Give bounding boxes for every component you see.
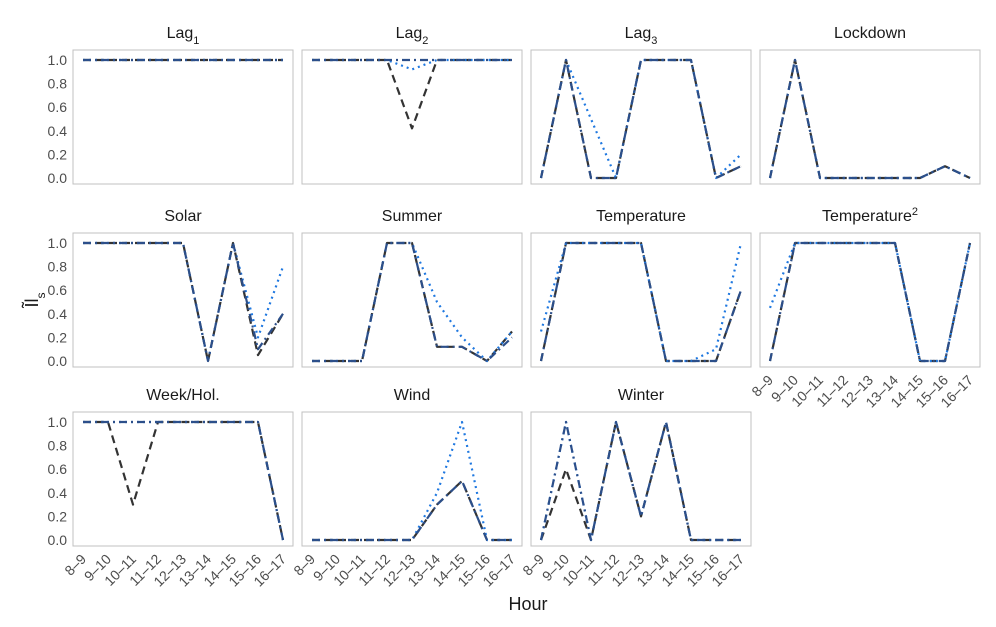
y-tick-label: 0.8 [48, 259, 68, 275]
panel-title: Lag2 [396, 25, 429, 47]
series-line [768, 241, 972, 363]
series-line [312, 241, 513, 363]
y-tick-label: 0.2 [48, 508, 68, 524]
y-tick-label: 1.0 [48, 235, 68, 251]
panel-title: Lockdown [834, 25, 906, 42]
panel-frame [530, 232, 752, 368]
series-line [768, 58, 971, 180]
series-line [539, 58, 742, 180]
y-tick-label: 0.0 [48, 170, 68, 186]
series-line [312, 479, 512, 542]
y-tick-label: 0.0 [48, 532, 68, 548]
series-line [312, 58, 512, 71]
panel-title: Temperature2 [822, 206, 918, 225]
panel-frame [530, 49, 752, 185]
series-line [312, 241, 513, 363]
series-line [312, 420, 512, 542]
series-line [312, 479, 512, 542]
series-line [539, 58, 742, 180]
series-line [768, 241, 972, 363]
panel-frame [72, 49, 294, 185]
y-tick-label: 1.0 [48, 414, 68, 430]
series-line [539, 420, 741, 542]
series-line [83, 420, 285, 541]
panel-frame [301, 232, 523, 368]
y-tick-label: 0.4 [48, 306, 68, 322]
y-tick-label: 0.4 [48, 123, 68, 139]
series-line [539, 58, 742, 180]
panel-title: Temperature [596, 208, 686, 225]
series-line [539, 420, 741, 542]
y-tick-label: 0.8 [48, 76, 68, 92]
panel-title: Wind [394, 387, 430, 404]
series-line [312, 241, 513, 363]
series-line [768, 58, 971, 180]
panel-frame [301, 49, 523, 185]
panel-frame [72, 232, 294, 368]
y-tick-label: 0.8 [48, 438, 68, 454]
y-tick-label: 0.6 [48, 461, 68, 477]
series-line [539, 241, 743, 363]
panel-title: Winter [618, 387, 665, 404]
panel-frame [72, 411, 294, 547]
y-tick-label: 0.4 [48, 485, 68, 501]
series-line [768, 58, 971, 180]
series-line [83, 241, 284, 363]
series-line [539, 241, 743, 363]
y-tick-label: 0.6 [48, 99, 68, 115]
series-line [768, 241, 972, 363]
y-tick-label: 0.2 [48, 146, 68, 162]
series-line [83, 241, 285, 363]
panel-frame [759, 232, 981, 368]
panel-title: Lag1 [167, 25, 200, 47]
series-line [83, 420, 285, 541]
series-line [83, 241, 284, 363]
panel-frame [301, 411, 523, 547]
panel-title: Week/Hol. [146, 387, 220, 404]
y-tick-label: 0.0 [48, 353, 68, 369]
y-tick-label: 1.0 [48, 52, 68, 68]
panel-frame [530, 411, 752, 547]
panel-frame [759, 49, 981, 185]
y-tick-label: 0.6 [48, 282, 68, 298]
series-line [312, 58, 512, 130]
x-axis-title: Hour [508, 594, 547, 614]
panel-title: Solar [164, 208, 202, 225]
panel-title: Lag3 [625, 25, 658, 47]
series-line [539, 420, 741, 542]
panel-title: Summer [382, 208, 443, 225]
y-tick-label: 0.2 [48, 329, 68, 345]
y-axis-title: Ĩls [21, 293, 48, 309]
series-line [539, 241, 743, 363]
